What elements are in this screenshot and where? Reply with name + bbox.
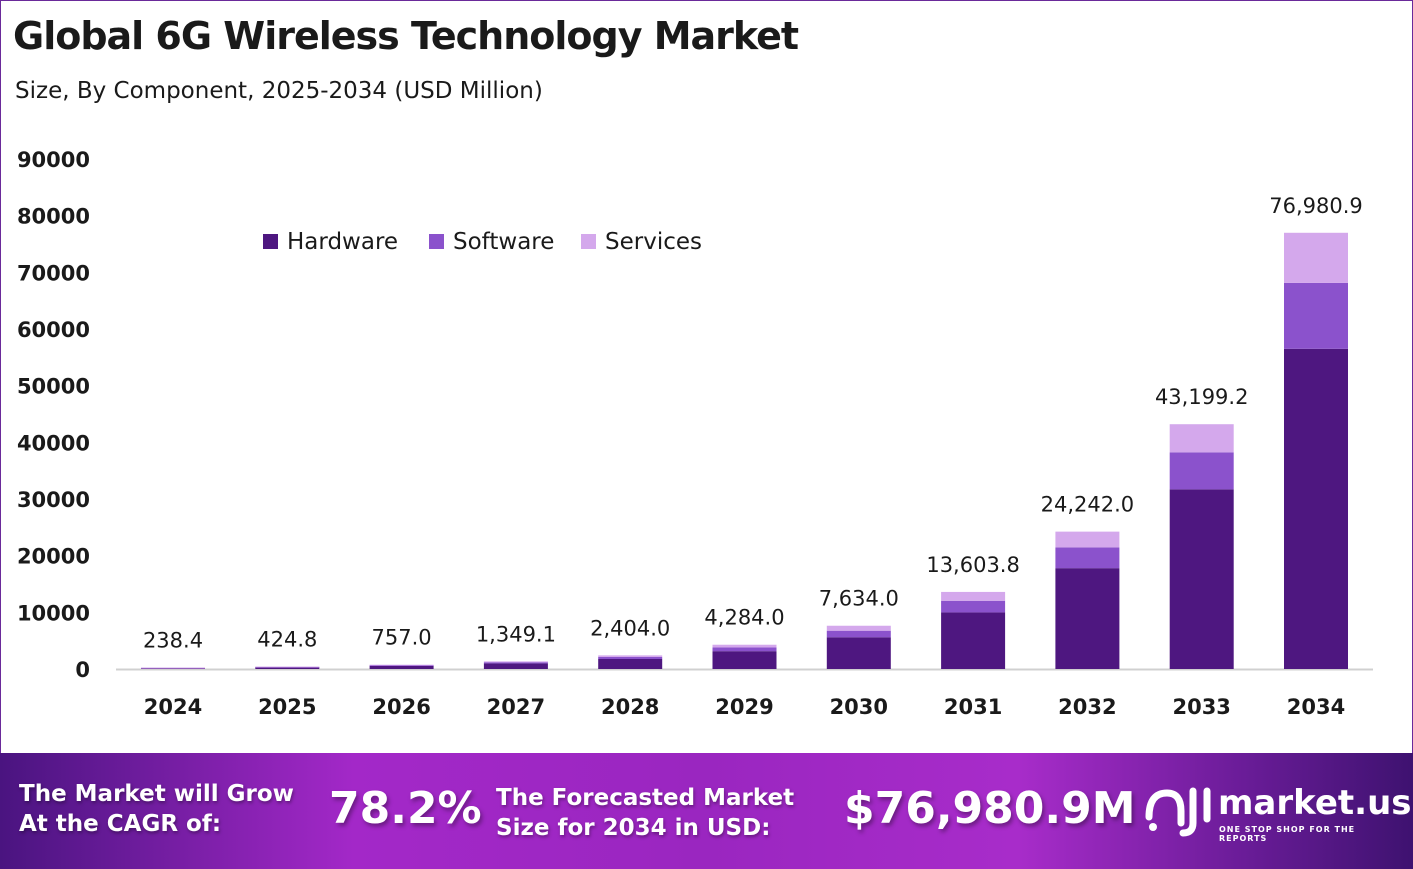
data-label: 7,634.0	[819, 587, 899, 611]
chart-title: Global 6G Wireless Technology Market	[13, 14, 799, 58]
bar-software-2029	[712, 647, 777, 652]
x-tick-label: 2033	[1172, 695, 1230, 719]
x-tick-label: 2025	[258, 695, 316, 719]
stacked-bar-chart: 0 10000 20000 30000 40000 50000 60000 70000 8000…	[17, 148, 1373, 719]
legend-label-services: Services	[605, 229, 702, 255]
x-tick-label: 2026	[372, 695, 430, 719]
bar-software-2030	[826, 630, 891, 638]
logo-name: market.us	[1218, 783, 1412, 823]
x-tick-label: 2028	[601, 695, 659, 719]
bar-services-2028	[598, 655, 663, 657]
x-tick-label: 2029	[715, 695, 773, 719]
data-label: 4,284.0	[704, 606, 784, 630]
y-tick-label: 90000	[17, 148, 90, 172]
bar-hardware-2034	[1284, 348, 1348, 669]
bar-services-2026	[369, 664, 434, 666]
y-tick-label: 40000	[17, 431, 90, 455]
bar-hardware-2026	[369, 665, 434, 669]
data-label: 24,242.0	[1041, 493, 1135, 517]
chart-subtitle: Size, By Component, 2025-2034 (USD Milli…	[15, 78, 543, 104]
market-us-logo: market.us ONE STOP SHOP FOR THE REPORTS	[1143, 783, 1412, 843]
bar-software-2026	[369, 665, 434, 667]
bar-services-2027	[483, 661, 548, 663]
bar-services-2030	[826, 625, 891, 631]
legend-label-hardware: Hardware	[287, 229, 398, 255]
bar-hardware-2025	[255, 667, 320, 669]
bar-services-2032	[1055, 531, 1120, 548]
forecast-label: The Forecasted Market Size for 2034 in U…	[496, 783, 794, 843]
data-label: 43,199.2	[1155, 385, 1249, 409]
y-tick-label: 60000	[17, 318, 90, 342]
y-tick-label: 50000	[17, 375, 90, 399]
cagr-label-line2: At the CAGR of:	[19, 811, 222, 837]
bar-hardware-2030	[826, 637, 891, 669]
cagr-label: The Market will Grow At the CAGR of:	[19, 779, 294, 839]
legend-swatch-hardware	[263, 234, 278, 249]
bar-hardware-2033	[1169, 489, 1234, 669]
bar-software-2028	[598, 656, 663, 660]
cagr-label-line1: The Market will Grow	[19, 781, 294, 807]
data-label: 1,349.1	[476, 622, 556, 646]
cagr-value: 78.2%	[329, 783, 482, 834]
bar-software-2034	[1284, 282, 1348, 349]
data-label: 757.0	[372, 626, 432, 650]
x-tick-label: 2027	[487, 695, 545, 719]
forecast-label-line1: The Forecasted Market	[496, 785, 795, 811]
y-tick-label: 0	[75, 658, 90, 682]
logo-mark-icon	[1145, 787, 1211, 837]
bar-software-2027	[483, 662, 548, 664]
forecast-label-line2: Size for 2034 in USD:	[496, 815, 771, 841]
summary-banner: The Market will Grow At the CAGR of: 78.…	[0, 753, 1413, 869]
bar-services-2033	[1169, 424, 1234, 453]
data-label: 424.8	[257, 628, 317, 652]
forecast-value: $76,980.9M	[844, 783, 1136, 834]
bar-services-2024	[141, 667, 205, 669]
data-label: 2,404.0	[590, 616, 670, 640]
bar-software-2033	[1169, 452, 1234, 490]
bar-hardware-2031	[941, 612, 1006, 669]
x-tick-label: 2024	[144, 695, 202, 719]
y-tick-label: 10000	[17, 601, 90, 625]
legend-swatch-software	[429, 234, 444, 249]
logo-tagline: ONE STOP SHOP FOR THE REPORTS	[1219, 825, 1356, 843]
bar-services-2031	[941, 591, 1006, 601]
y-tick-label: 30000	[17, 488, 90, 512]
data-label: 76,980.9	[1269, 194, 1363, 218]
legend-label-software: Software	[453, 229, 554, 255]
bar-hardware-2027	[483, 663, 548, 669]
y-tick-label: 70000	[17, 261, 90, 285]
x-tick-label: 2034	[1287, 695, 1345, 719]
bar-software-2031	[941, 600, 1006, 613]
data-label: 13,603.8	[926, 553, 1020, 577]
x-tick-label: 2031	[944, 695, 1002, 719]
bar-services-2025	[255, 666, 320, 668]
bar-hardware-2032	[1055, 568, 1120, 669]
y-tick-label: 20000	[17, 545, 90, 569]
bar-software-2032	[1055, 547, 1120, 569]
bar-services-2034	[1284, 232, 1348, 283]
data-label: 238.4	[143, 629, 203, 653]
bar-hardware-2029	[712, 651, 777, 669]
bar-hardware-2028	[598, 659, 663, 669]
x-tick-label: 2032	[1058, 695, 1116, 719]
bar-services-2029	[712, 644, 777, 648]
x-tick-label: 2030	[830, 695, 888, 719]
y-tick-label: 80000	[17, 205, 90, 229]
legend-swatch-services	[581, 234, 596, 249]
